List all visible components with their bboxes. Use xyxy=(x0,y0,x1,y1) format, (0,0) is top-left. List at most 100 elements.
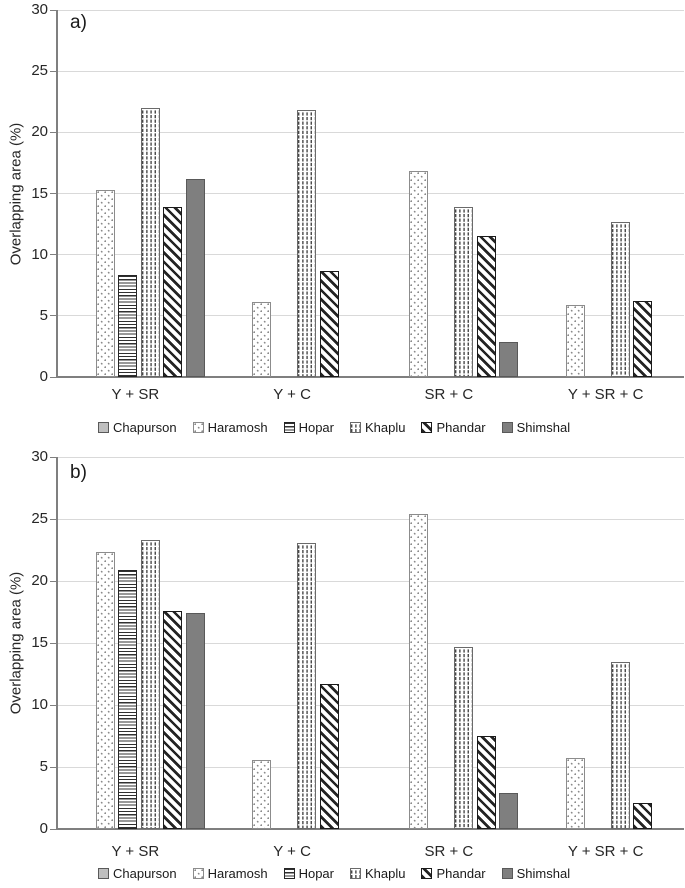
legend: Chapurson Haramosh Hopar Khaplu Phandar Shims… xyxy=(98,420,570,435)
x-axis-line xyxy=(57,376,684,378)
legend-item-haramosh: Haramosh xyxy=(192,866,268,881)
haramosh-swatch-icon xyxy=(192,868,204,879)
y-tick-mark xyxy=(50,376,56,378)
bar-phandar-y-c xyxy=(319,270,339,377)
bar-shimshal-y-sr xyxy=(185,613,205,829)
y-tick-mark xyxy=(50,456,56,458)
legend-label: Haramosh xyxy=(207,420,268,435)
x-category-label: Y + SR xyxy=(111,843,160,860)
y-tick-label: 30 xyxy=(31,448,48,465)
y-tick-mark xyxy=(50,131,56,133)
y-tick-label: 15 xyxy=(31,184,48,202)
panel-label: b) xyxy=(70,462,87,483)
legend-item-chapurson: Chapurson xyxy=(98,420,177,435)
bar-khaplu-y-c xyxy=(297,110,317,377)
legend-item-hopar: Hopar xyxy=(283,420,334,435)
gridline xyxy=(57,131,684,133)
bar-hopar-y-sr xyxy=(118,275,137,377)
bar-khaplu-y-sr-c xyxy=(610,221,630,377)
bar-khaplu-y-c xyxy=(297,542,317,829)
legend-item-phandar: Phandar xyxy=(421,866,486,881)
x-category-label: Y + SR + C xyxy=(567,386,644,403)
hopar-swatch-icon xyxy=(283,422,295,433)
legend-label: Shimshal xyxy=(516,420,571,435)
x-category-label: Y + SR xyxy=(111,386,160,403)
y-tick-label: 10 xyxy=(31,696,48,713)
y-axis-line xyxy=(56,10,58,378)
bar-phandar-y-sr-c xyxy=(633,301,653,377)
bar-shimshal-sr-c xyxy=(499,341,518,377)
y-tick-mark xyxy=(50,580,56,582)
y-tick-label: 25 xyxy=(31,510,48,527)
bar-haramosh-y-sr-c xyxy=(565,758,585,829)
x-category-label: Y + C xyxy=(273,386,311,403)
legend-item-chapurson: Chapurson xyxy=(98,866,177,881)
y-tick-label: 20 xyxy=(31,123,48,141)
y-tick-label: 5 xyxy=(39,758,48,775)
gridline xyxy=(57,518,684,520)
legend-label: Khaplu xyxy=(365,866,406,881)
legend-label: Hopar xyxy=(298,420,334,435)
y-tick-mark xyxy=(50,315,56,317)
x-category-label: Y + C xyxy=(273,843,311,860)
gridline xyxy=(57,193,684,194)
chart-panel-a: a) Overlapping area (%) 0 5 10 15 20 25 30 Y +… xyxy=(8,1,684,435)
bar-phandar-sr-c xyxy=(476,736,496,829)
bar-phandar-y-sr xyxy=(163,206,182,377)
phandar-swatch-icon xyxy=(421,868,433,879)
khaplu-swatch-icon xyxy=(350,868,361,879)
bar-haramosh-y-sr xyxy=(95,552,115,829)
hopar-swatch-icon xyxy=(283,868,295,879)
bar-shimshal-y-sr xyxy=(185,178,205,377)
y-tick-label: 20 xyxy=(31,572,48,589)
khaplu-swatch-icon xyxy=(350,422,361,433)
legend: Chapurson Haramosh Hopar Khaplu Phandar Shims… xyxy=(98,866,570,881)
y-tick-mark xyxy=(50,518,56,520)
legend-label: Hopar xyxy=(298,866,334,881)
gridline xyxy=(57,9,684,11)
legend-item-khaplu: Khaplu xyxy=(350,866,405,881)
bar-haramosh-y-c xyxy=(252,759,272,829)
bar-haramosh-sr-c xyxy=(409,171,428,377)
x-category-label: Y + SR + C xyxy=(567,843,644,860)
y-axis-line xyxy=(56,457,58,830)
legend-item-haramosh: Haramosh xyxy=(192,420,268,435)
y-tick-label: 0 xyxy=(39,368,48,385)
shimshal-swatch-icon xyxy=(501,868,513,879)
chapurson-swatch-icon xyxy=(98,422,109,433)
y-tick-mark xyxy=(50,766,56,768)
x-axis-line xyxy=(57,828,684,830)
bar-khaplu-sr-c xyxy=(454,646,473,829)
y-tick-mark xyxy=(50,828,56,830)
legend-label: Shimshal xyxy=(516,866,571,881)
gridline xyxy=(57,642,684,644)
x-category-label: SR + C xyxy=(424,386,474,403)
legend-item-hopar: Hopar xyxy=(283,866,334,881)
bar-khaplu-y-sr xyxy=(140,540,160,829)
bar-khaplu-sr-c xyxy=(454,206,473,377)
legend-item-shimshal: Shimshal xyxy=(501,420,571,435)
plot-area xyxy=(50,456,684,830)
panel-label: a) xyxy=(70,12,87,33)
y-tick-label: 5 xyxy=(39,306,48,324)
legend-label: Chapurson xyxy=(113,420,177,435)
legend-label: Phandar xyxy=(436,420,486,435)
chapurson-swatch-icon xyxy=(98,868,109,879)
y-tick-label: 10 xyxy=(31,245,48,263)
legend-label: Khaplu xyxy=(365,420,406,435)
bar-phandar-y-sr-c xyxy=(633,802,653,829)
bar-phandar-y-c xyxy=(319,683,339,829)
gridline xyxy=(57,70,684,72)
y-tick-label: 30 xyxy=(31,1,48,18)
bar-haramosh-y-sr-c xyxy=(565,304,585,377)
legend-label: Haramosh xyxy=(207,866,268,881)
legend-item-khaplu: Khaplu xyxy=(350,420,405,435)
legend-item-shimshal: Shimshal xyxy=(501,866,571,881)
legend-item-phandar: Phandar xyxy=(421,420,486,435)
gridline xyxy=(57,580,684,582)
bar-haramosh-y-sr xyxy=(95,189,115,377)
gridline xyxy=(57,315,684,317)
phandar-swatch-icon xyxy=(421,422,433,433)
bar-phandar-sr-c xyxy=(476,236,496,377)
